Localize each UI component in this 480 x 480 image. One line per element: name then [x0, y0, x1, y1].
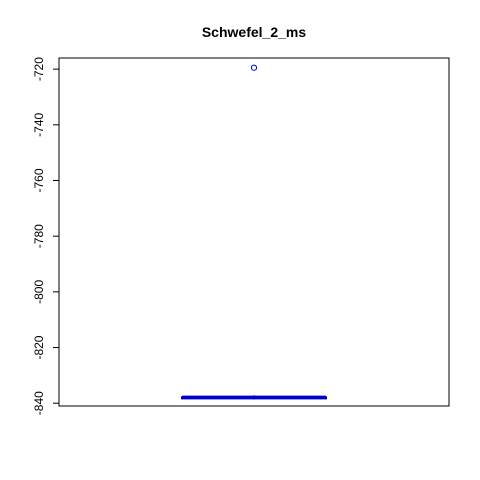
- y-tick-label: -720: [32, 57, 46, 81]
- y-axis-ticks: -720 -740 -760 -780 -800 -820 -840: [32, 57, 59, 415]
- outlier-group: [250, 64, 258, 71]
- y-tick-label: -800: [32, 280, 46, 304]
- y-tick-label: -840: [32, 391, 46, 415]
- median-marker: [252, 395, 256, 400]
- y-tick-label: -820: [32, 335, 46, 359]
- y-tick-label: -780: [32, 224, 46, 248]
- y-tick-label: -760: [32, 168, 46, 192]
- chart-title: Schwefel_2_ms: [202, 24, 306, 40]
- plot-frame: [58, 57, 450, 407]
- y-tick-label: -740: [32, 112, 46, 136]
- outlier-point: [250, 64, 258, 71]
- box-group: [181, 395, 327, 400]
